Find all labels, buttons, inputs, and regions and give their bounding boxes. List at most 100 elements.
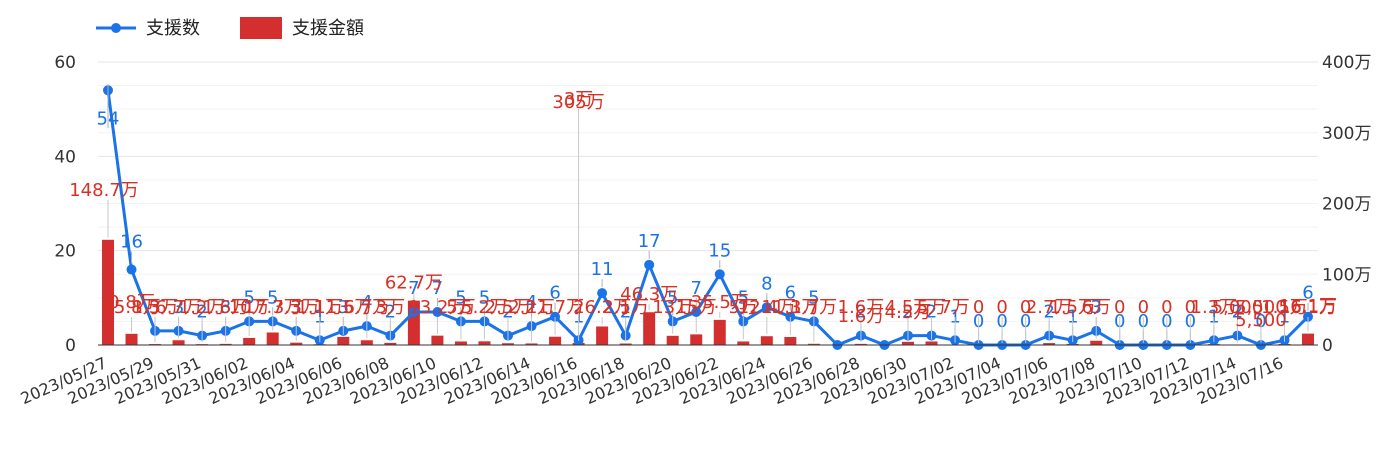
- left-axis-tick: 20: [54, 242, 76, 262]
- amount-label: 15.8万: [102, 297, 160, 318]
- amount-label: 4.5万: [885, 297, 932, 318]
- count-label: 5: [808, 287, 819, 308]
- amount-label: 2.2万: [508, 297, 555, 318]
- amount-bar: [431, 335, 444, 345]
- count-label: 2: [1232, 302, 1243, 323]
- left-axis-tick: 60: [54, 53, 76, 73]
- amount-label-highlight: 0.8万: [108, 292, 155, 313]
- amount-label: 13.2万: [408, 297, 466, 318]
- amount-label: 5,000: [1212, 297, 1264, 318]
- amount-bar: [596, 326, 609, 345]
- count-label: 5: [479, 287, 490, 308]
- amount-bar: [619, 343, 632, 345]
- amount-bar: [784, 337, 797, 345]
- amount-label: 1.3万: [132, 297, 179, 318]
- count-label: 3: [220, 297, 231, 318]
- amount-bar: [902, 341, 914, 345]
- amount-bar: [807, 343, 820, 345]
- amount-label: 13万: [652, 297, 693, 318]
- amount-label: 6.7万: [155, 297, 202, 318]
- count-label: 6: [1302, 283, 1313, 304]
- amount-label: 3万: [376, 297, 405, 318]
- amount-bar: [102, 239, 114, 345]
- amount-bar: [290, 342, 303, 345]
- count-label: 7: [408, 278, 419, 299]
- amount-label: 0: [1161, 297, 1172, 318]
- amount-bar: [737, 341, 750, 345]
- count-label: 4: [526, 292, 537, 313]
- count-label: 54: [97, 108, 120, 129]
- count-label: 2: [385, 302, 396, 323]
- amount-bar: [454, 341, 467, 345]
- amount-label: 2.5万: [485, 297, 532, 318]
- amount-bar: [525, 343, 538, 345]
- amount-bar: [666, 335, 679, 345]
- count-label: 1: [1067, 306, 1078, 327]
- amount-label: 0: [1185, 297, 1196, 318]
- left-axis-tick: 40: [54, 147, 76, 167]
- amount-bar: [384, 342, 397, 345]
- amount-label: 0: [1114, 297, 1125, 318]
- count-point: [597, 288, 608, 299]
- right-axis-tick: 400万: [1322, 53, 1371, 73]
- count-point: [714, 269, 725, 280]
- count-label: 4: [361, 292, 372, 313]
- count-label: 16: [120, 232, 143, 253]
- amount-label: 1.3万: [1191, 297, 1238, 318]
- count-label: 2: [502, 302, 513, 323]
- amount-label-highlight: 5,500: [1235, 310, 1287, 331]
- amount-label: 1.2万: [179, 297, 226, 318]
- count-point: [408, 306, 419, 317]
- amount-bar: [854, 343, 867, 345]
- amount-bar: [1302, 333, 1314, 345]
- amount-bar: [549, 336, 562, 345]
- amount-label: 1.6万: [202, 297, 249, 318]
- amount-label: 26.2万: [573, 297, 631, 318]
- amount-label: 62.7万: [385, 273, 443, 294]
- count-point: [1303, 311, 1313, 322]
- amount-bar: [643, 312, 656, 345]
- legend: 支援数 支援金額: [96, 17, 364, 39]
- amount-label: 11.5万: [314, 297, 372, 318]
- count-label: 6: [549, 283, 560, 304]
- amount-label: 6.7万: [344, 297, 391, 318]
- amount-label: 0: [1138, 297, 1149, 318]
- amount-label: 148.7万: [69, 180, 139, 201]
- count-label: 6: [785, 283, 796, 304]
- amount-bar: [713, 319, 726, 345]
- amount-label-highlight: 1.6万: [838, 306, 885, 327]
- amount-bar: [243, 337, 256, 345]
- amount-label: 15万: [676, 297, 717, 318]
- count-label: 1: [1208, 306, 1219, 327]
- amount-label: 12.4万: [738, 297, 796, 318]
- amount-label: 1.1万: [296, 297, 343, 318]
- amount-label: 1.6万: [838, 297, 885, 318]
- count-point: [761, 302, 772, 313]
- count-label: 2: [620, 302, 631, 323]
- count-label: 8: [761, 273, 772, 294]
- right-axis-tick: 300万: [1322, 124, 1371, 144]
- amount-label: 6万: [1082, 297, 1111, 318]
- count-label: 2: [926, 302, 937, 323]
- amount-label: 3.3万: [273, 297, 320, 318]
- amount-bar: [172, 340, 185, 345]
- amount-label: 0: [973, 297, 984, 318]
- amount-label-highlight: 4.5万: [885, 302, 932, 323]
- amount-label: 11.3万: [761, 297, 819, 318]
- amount-label: 1.5万: [1261, 297, 1308, 318]
- amount-label: 5,500: [1235, 297, 1287, 318]
- count-label: 3: [149, 297, 160, 318]
- count-point: [432, 306, 443, 317]
- amount-label: 16.1万: [1279, 297, 1337, 318]
- count-label: 5: [738, 287, 749, 308]
- count-label: 5: [267, 287, 278, 308]
- amount-label: 5.2万: [461, 297, 508, 318]
- amount-bar: [1043, 343, 1056, 345]
- count-label: 7: [432, 278, 443, 299]
- amount-label: 11.7万: [526, 297, 584, 318]
- count-label: 1: [949, 306, 960, 327]
- amount-label: 17.7万: [244, 297, 302, 318]
- count-label: 5: [243, 287, 254, 308]
